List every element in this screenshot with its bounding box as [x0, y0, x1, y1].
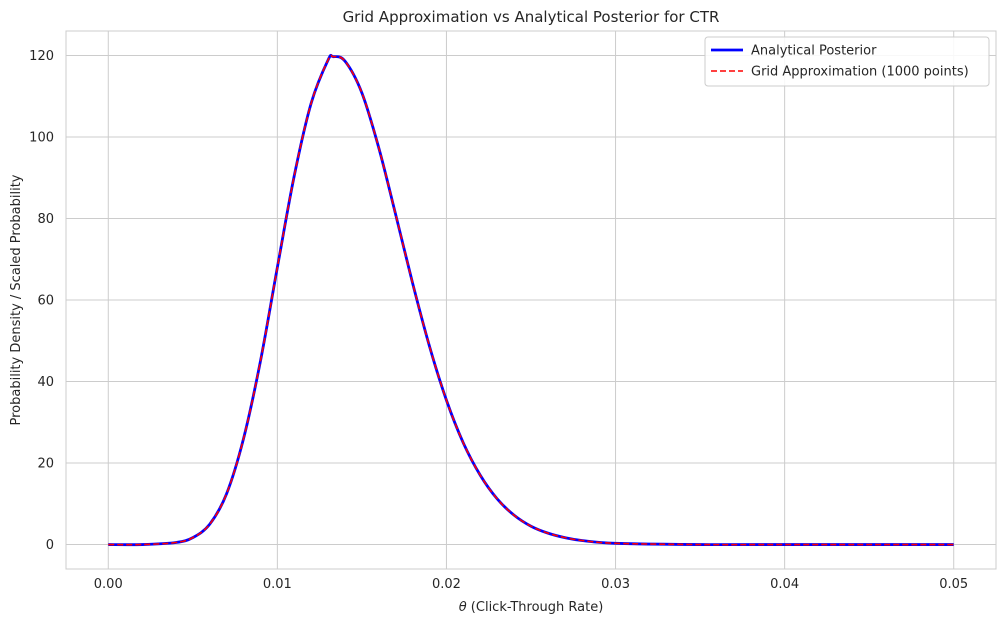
legend-label: Analytical Posterior — [751, 44, 877, 59]
y-tick-label: 0 — [46, 538, 54, 553]
y-tick-label: 40 — [37, 375, 54, 390]
x-tick-label: 0.00 — [94, 577, 123, 592]
x-axis-symbol: θ — [459, 600, 467, 615]
grid-approximation-line — [108, 54, 954, 546]
y-tick-label: 20 — [37, 457, 54, 472]
x-axis-label: θ (Click-Through Rate) — [459, 600, 604, 615]
y-tick-label: 120 — [29, 49, 54, 64]
legend: Analytical Posterior Grid Approximation (… — [704, 36, 990, 87]
legend-label: Grid Approximation (1000 points) — [751, 65, 969, 80]
x-tick-label: 0.02 — [432, 577, 461, 592]
plot-frame — [65, 30, 997, 570]
x-axis-text: (Click-Through Rate) — [467, 600, 604, 615]
x-tick-label: 0.04 — [770, 577, 799, 592]
y-axis-label: Probability Density / Scaled Probability — [9, 174, 24, 425]
x-tick-label: 0.01 — [263, 577, 292, 592]
x-tick-label: 0.05 — [939, 577, 968, 592]
chart-title: Grid Approximation vs Analytical Posteri… — [343, 8, 720, 26]
legend-box — [704, 36, 990, 87]
x-tick-label: 0.03 — [601, 577, 630, 592]
y-tick-label: 80 — [37, 212, 54, 227]
y-tick-label: 60 — [37, 294, 54, 309]
y-tick-label: 100 — [29, 130, 54, 145]
